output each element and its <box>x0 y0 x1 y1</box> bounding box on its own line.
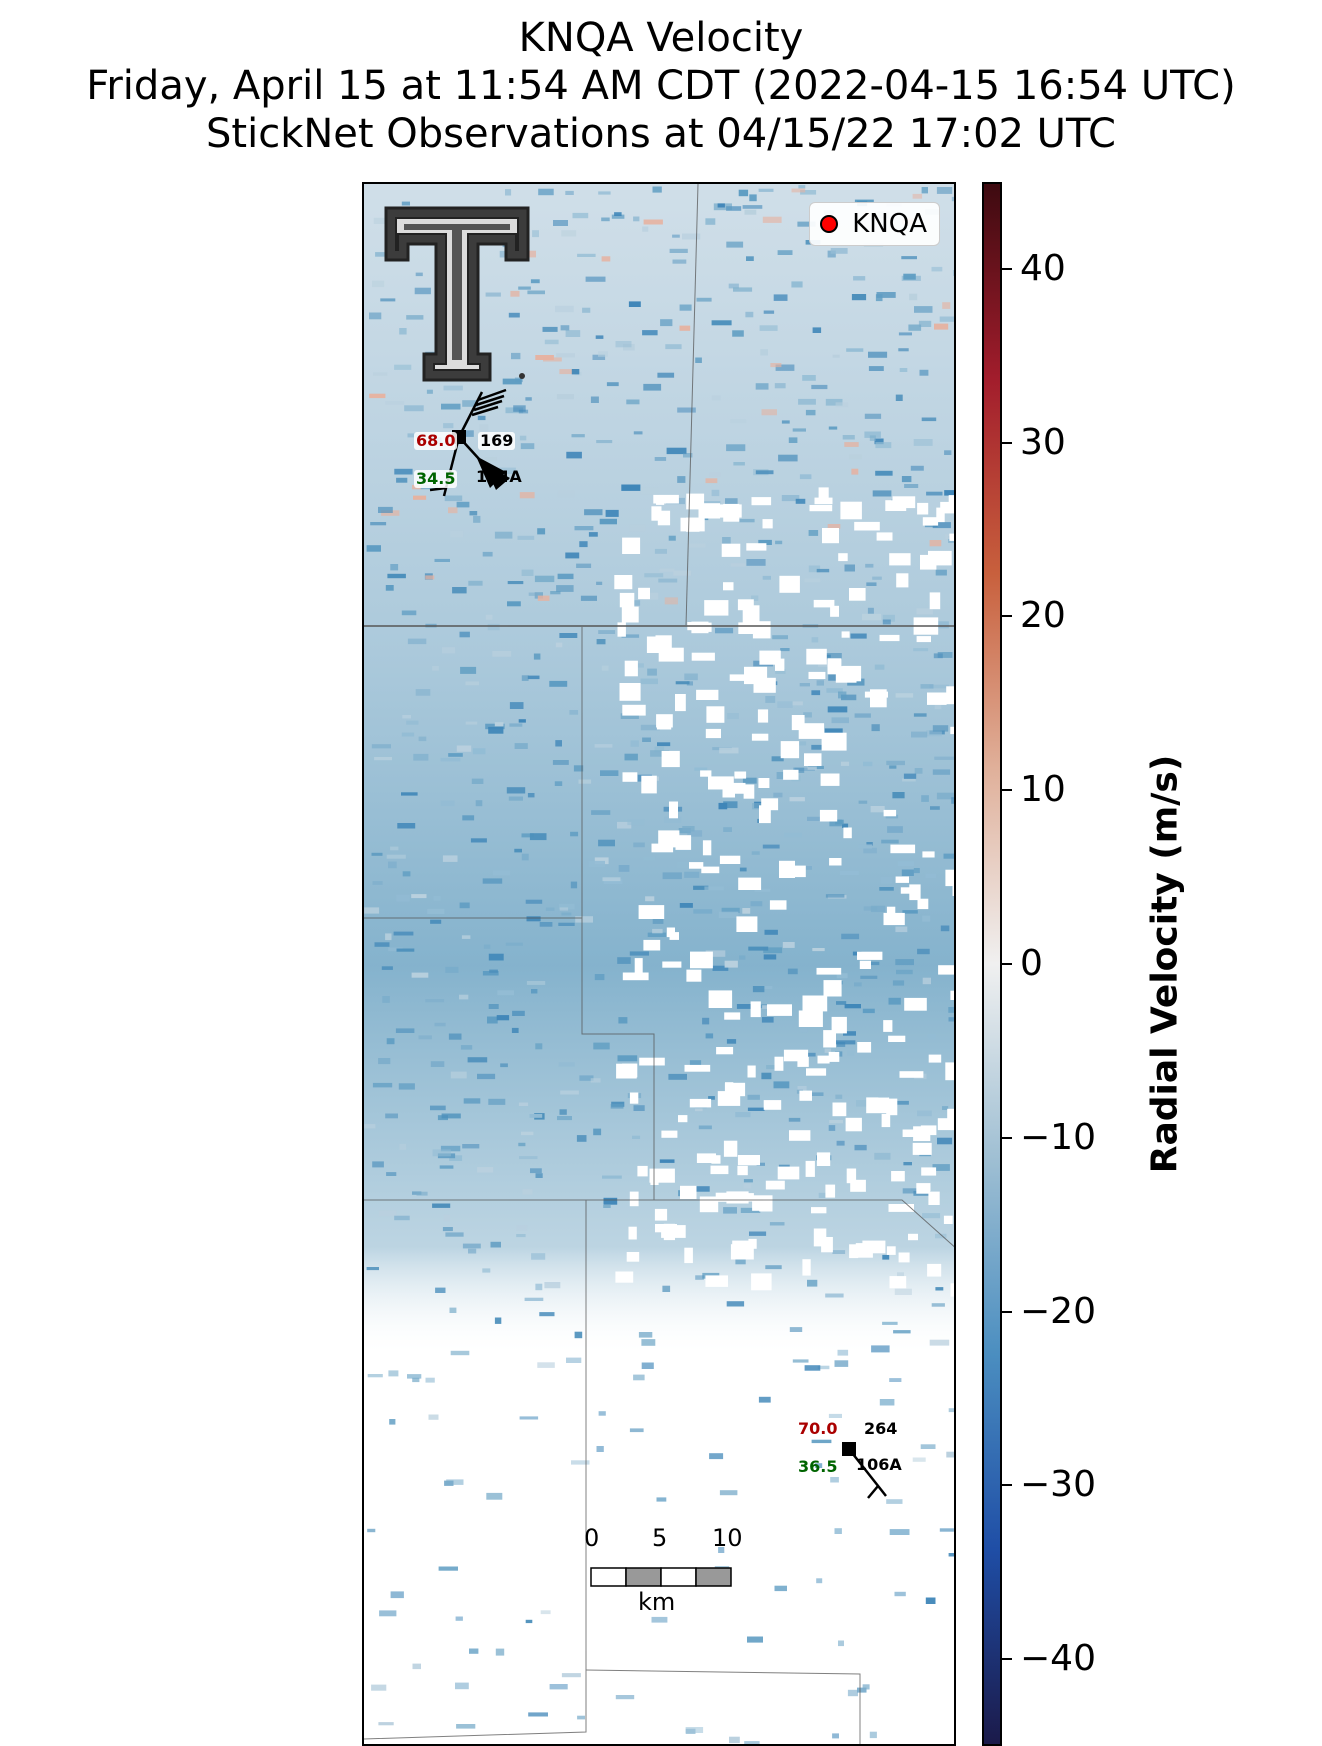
colorbar-tick-mark <box>1002 963 1012 965</box>
colorbar-tick-label: −30 <box>1020 1464 1096 1506</box>
station-106A-wind-barb <box>842 1442 887 1499</box>
map-legend: KNQA <box>809 202 940 246</box>
station-106A-temperature: 70.0 <box>798 1419 838 1438</box>
colorbar-tick-label: −20 <box>1020 1290 1096 1332</box>
colorbar-tick-mark <box>1002 1658 1012 1661</box>
scale-tick-5: 5 <box>652 1524 668 1552</box>
station-106A-dewpoint: 36.5 <box>798 1457 838 1476</box>
colorbar-tick-mark <box>1002 441 1012 444</box>
texas-tech-double-t-logo <box>384 206 530 382</box>
colorbar-tick-mark <box>1002 615 1012 618</box>
scale-unit: km <box>638 1588 676 1616</box>
colorbar-tick-label: −10 <box>1020 1116 1096 1158</box>
station-104A-id: 104A <box>476 467 522 486</box>
colorbar-tick-mark <box>1002 789 1012 792</box>
colorbar-tick-label: 20 <box>1020 595 1066 637</box>
station-104A-pressure: 169 <box>478 431 516 450</box>
colorbar-tick-label: 10 <box>1020 769 1066 811</box>
scale-tick-0: 0 <box>584 1524 600 1552</box>
station-104A-temperature: 68.0 <box>414 431 458 450</box>
station-104A-dewpoint: 34.5 <box>414 469 458 488</box>
title-datetime: Friday, April 15 at 11:54 AM CDT (2022-0… <box>86 63 1236 109</box>
colorbar-tick-label: 40 <box>1020 247 1066 289</box>
county-boundaries <box>364 184 954 1744</box>
colorbar-tick-label: 30 <box>1020 421 1066 463</box>
legend-label: KNQA <box>852 209 927 239</box>
velocity-gates <box>364 185 954 1744</box>
title-observations: StickNet Observations at 04/15/22 17:02 … <box>206 111 1116 157</box>
colorbar-tick-label: −40 <box>1020 1638 1096 1680</box>
colorbar <box>982 182 1002 1746</box>
colorbar-tick-mark <box>1002 1136 1012 1139</box>
station-106A-id: 106A <box>856 1455 902 1474</box>
knqa-marker-icon <box>820 215 839 233</box>
colorbar-title: Radial Velocity (m/s) <box>1144 754 1186 1174</box>
scale-bar: 0 5 10 km <box>584 1524 760 1624</box>
scale-tick-10: 10 <box>712 1524 743 1552</box>
title-radar: KNQA Velocity <box>518 15 804 61</box>
radar-velocity-field <box>364 184 954 1744</box>
radar-map: KNQA 68.0 169 34.5 104A 70.0 264 36.5 10… <box>362 182 956 1746</box>
scale-bar-segments <box>590 1567 732 1587</box>
colorbar-tick-mark <box>1002 267 1012 270</box>
colorbar-tick-label: 0 <box>1020 943 1043 984</box>
station-106A-pressure: 264 <box>864 1419 898 1438</box>
colorbar-tick-mark <box>1002 1310 1012 1313</box>
colorbar-tick-mark <box>1002 1484 1012 1487</box>
